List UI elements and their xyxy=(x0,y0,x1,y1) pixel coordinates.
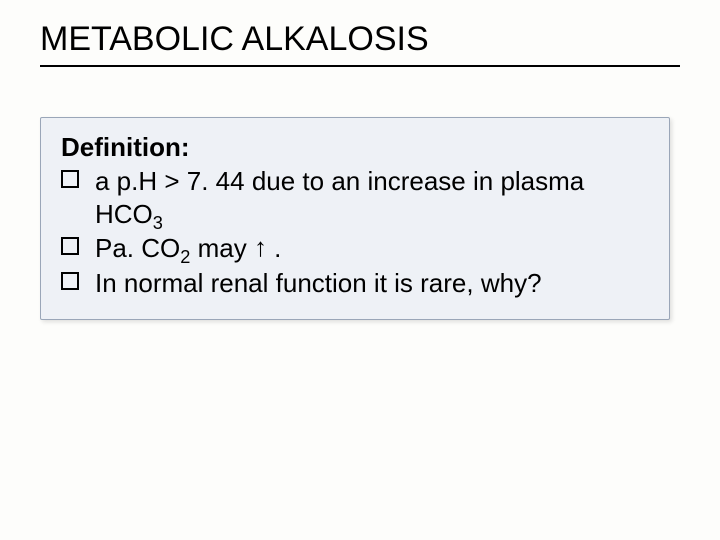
list-item: Pa. CO2 may ↑ . xyxy=(61,232,649,265)
slide-title: METABOLIC ALKALOSIS xyxy=(40,20,680,59)
definition-box: Definition: a p.H > 7. 44 due to an incr… xyxy=(40,117,670,320)
list-item: a p.H > 7. 44 due to an increase in plas… xyxy=(61,165,649,230)
square-bullet-icon xyxy=(61,237,79,255)
bullet-text-post: may xyxy=(190,233,254,263)
subscript: 2 xyxy=(180,247,190,267)
bullet-text-tail: . xyxy=(267,233,281,263)
bullet-text: Pa. CO xyxy=(95,233,180,263)
title-underline xyxy=(40,65,680,67)
bullet-text: a p.H > 7. 44 due to an increase in plas… xyxy=(95,166,584,229)
bullet-list: a p.H > 7. 44 due to an increase in plas… xyxy=(61,165,649,299)
square-bullet-icon xyxy=(61,272,79,290)
subscript: 3 xyxy=(153,213,163,233)
square-bullet-icon xyxy=(61,170,79,188)
slide: METABOLIC ALKALOSIS Definition: a p.H > … xyxy=(0,0,720,540)
bullet-text: In normal renal function it is rare, why… xyxy=(95,268,542,298)
list-item: In normal renal function it is rare, why… xyxy=(61,267,649,300)
definition-label: Definition: xyxy=(61,132,649,163)
